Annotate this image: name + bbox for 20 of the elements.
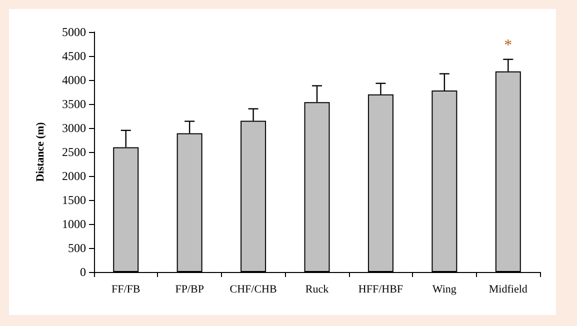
y-tick-label: 0 <box>80 265 86 279</box>
y-tick-label: 2500 <box>62 145 86 159</box>
y-tick-label: 1500 <box>62 193 86 207</box>
x-tick-label: Wing <box>432 284 457 296</box>
y-tick-label: 4000 <box>62 73 86 87</box>
y-tick-label: 3500 <box>62 97 86 111</box>
x-tick-label: Ruck <box>305 284 330 296</box>
x-tick-label: HFF/HBF <box>358 284 404 296</box>
x-tick-label: FP/BP <box>175 284 204 296</box>
y-axis-title: Distance (m) <box>34 122 46 182</box>
y-tick-label: 5000 <box>62 25 86 39</box>
annotation: * <box>504 36 512 54</box>
x-tick-label: Midfield <box>488 284 528 296</box>
x-tick-label: CHF/CHB <box>230 284 277 296</box>
x-tick-label: FF/FB <box>111 284 140 296</box>
y-tick-label: 4500 <box>62 49 86 63</box>
y-tick-label: 1000 <box>62 217 86 231</box>
y-tick-label: 2000 <box>62 169 86 183</box>
y-tick-label: 3000 <box>62 121 86 135</box>
y-tick-label: 500 <box>68 241 86 255</box>
